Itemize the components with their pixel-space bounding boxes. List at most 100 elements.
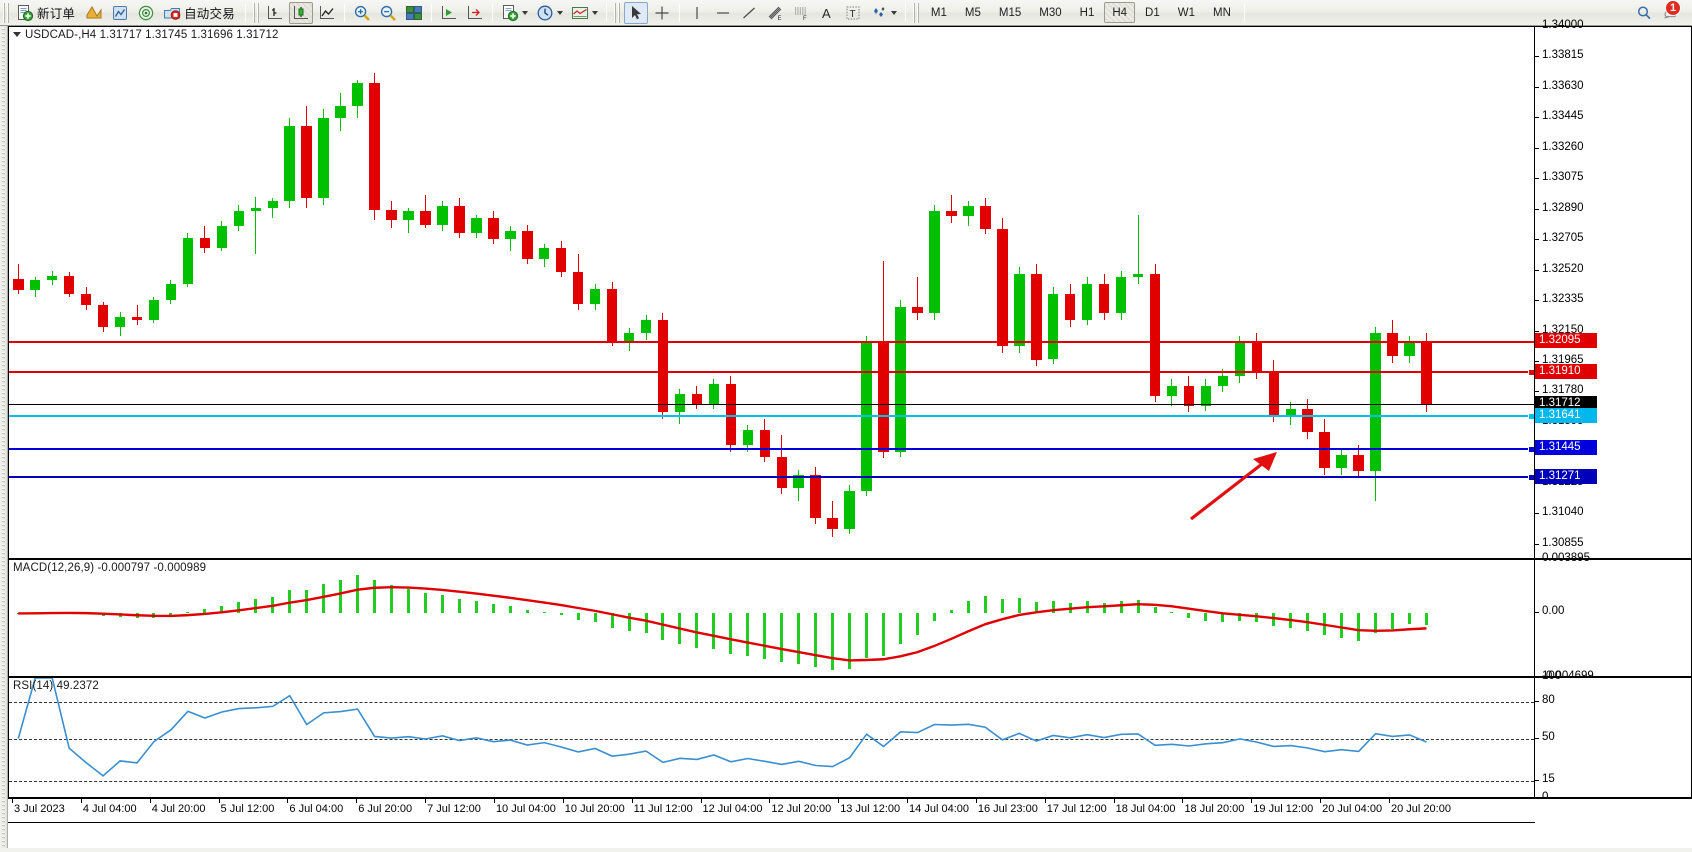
horizontal-line-icon xyxy=(714,4,732,22)
chart-collapse-icon[interactable] xyxy=(13,32,21,38)
level-handle[interactable] xyxy=(1528,369,1534,377)
up-arrow-annotation[interactable] xyxy=(1185,445,1295,525)
chevron-down-icon[interactable] xyxy=(521,10,528,15)
bar-chart-button[interactable] xyxy=(263,2,287,24)
text-label-button[interactable]: T xyxy=(841,2,865,24)
macd-histogram-bar xyxy=(576,613,580,620)
macd-histogram-bar xyxy=(1391,613,1395,629)
macd-histogram-bar xyxy=(644,613,648,633)
auto-scroll-button[interactable] xyxy=(437,2,461,24)
rsi-tick-label: 15 xyxy=(1542,772,1555,785)
level-line-resistance-lower[interactable] xyxy=(9,369,1534,377)
timeframe-d1-button[interactable]: D1 xyxy=(1145,6,1160,19)
templates-list-button[interactable] xyxy=(568,2,601,24)
price-pane[interactable]: USDCAD-,H4 1.31717 1.31745 1.31696 1.317… xyxy=(8,19,1692,559)
chevron-down-icon-3[interactable] xyxy=(591,10,598,15)
toolbar-grip[interactable] xyxy=(3,2,10,23)
toolbar-grip-2[interactable] xyxy=(252,2,260,23)
signals-button[interactable] xyxy=(134,2,158,24)
rsi-pane[interactable]: RSI(14) 49.2372 100 80 50 15 0 xyxy=(8,670,1692,803)
macd-histogram-bar xyxy=(932,613,936,622)
level-line-resistance-upper[interactable] xyxy=(9,340,1534,343)
macd-histogram-bar xyxy=(949,610,953,614)
level-handle[interactable] xyxy=(1528,445,1534,453)
macd-histogram-bar xyxy=(1017,597,1021,614)
price-tick-mark xyxy=(1535,513,1539,515)
candle-body xyxy=(13,278,24,291)
auto-trading-button[interactable]: 自动交易 xyxy=(160,2,240,24)
candle-body xyxy=(165,283,177,301)
text-label-icon: T xyxy=(844,4,862,22)
cursor-button[interactable] xyxy=(623,1,648,24)
chevron-down-icon-4[interactable] xyxy=(890,10,897,15)
candle-body xyxy=(725,384,737,446)
candle-body xyxy=(386,209,397,220)
timeframe-w1-button[interactable]: W1 xyxy=(1177,6,1195,19)
macd-tick-label: 0.00 xyxy=(1542,605,1565,618)
macd-histogram-bar xyxy=(254,599,258,614)
auto-trading-icon xyxy=(163,4,181,22)
candlestick-chart-button[interactable] xyxy=(288,1,313,24)
candle-body xyxy=(1251,343,1263,373)
timeframe-m1-button[interactable]: M1 xyxy=(930,6,947,19)
templates-button[interactable] xyxy=(108,2,132,24)
search-button[interactable] xyxy=(1632,2,1656,24)
zoom-in-button[interactable] xyxy=(350,2,374,24)
level-line-support-upper[interactable] xyxy=(9,445,1534,453)
add-indicator-button[interactable] xyxy=(498,2,531,24)
tile-windows-button[interactable] xyxy=(402,2,426,24)
timeframe-m30-button[interactable]: M30 xyxy=(1039,6,1062,19)
macd-plot-area[interactable] xyxy=(9,560,1534,676)
chart-window-grip[interactable] xyxy=(0,26,8,852)
chart-shift-button[interactable] xyxy=(463,2,487,24)
notifications-button[interactable]: 1 xyxy=(1658,0,1684,24)
objects-button[interactable] xyxy=(867,2,900,24)
line-chart-button[interactable] xyxy=(315,2,339,24)
timeframe-mn-button[interactable]: MN xyxy=(1213,6,1231,19)
time-tick-label: 10 Jul 20:00 xyxy=(564,803,625,815)
candle-body xyxy=(80,293,92,306)
macd-histogram-bar xyxy=(1102,602,1106,614)
rsi-plot-area[interactable] xyxy=(9,678,1534,797)
price-tick-label: 1.32890 xyxy=(1542,201,1584,214)
equidistant-channel-button[interactable]: E xyxy=(763,2,787,24)
candle-body xyxy=(1302,408,1313,432)
macd-pane[interactable]: MACD(12,26,9) -0.000797 -0.000989 0.0038… xyxy=(8,552,1692,682)
new-order-button[interactable]: 新订单 xyxy=(13,2,80,24)
chevron-down-icon-2[interactable] xyxy=(556,10,563,15)
timeframe-m15-button[interactable]: M15 xyxy=(998,6,1022,19)
price-tick-mark xyxy=(1535,391,1539,393)
level-line-cyan-level[interactable] xyxy=(9,413,1534,421)
text-button[interactable]: A xyxy=(815,2,839,24)
level-handle[interactable] xyxy=(1528,413,1534,421)
horizontal-line-button[interactable] xyxy=(711,2,735,24)
macd-histogram-bar xyxy=(780,613,784,663)
price-tick-label: 1.33260 xyxy=(1542,140,1584,153)
level-line-last-price[interactable] xyxy=(9,403,1534,405)
level-handle[interactable] xyxy=(1528,474,1534,482)
time-tick-mark xyxy=(356,799,358,803)
line-chart-icon xyxy=(318,4,336,22)
trendline-button[interactable] xyxy=(737,2,761,24)
crosshair-button[interactable] xyxy=(650,2,674,24)
toolbar-grip-3[interactable] xyxy=(613,2,621,23)
toolbar-grip-4[interactable] xyxy=(912,2,920,23)
price-scale[interactable]: 1.34000 1.33815 1.33630 1.33445 1.33260 1.330… xyxy=(1534,19,1691,558)
time-axis-ticks[interactable]: 3 Jul 2023 4 Jul 04:00 4 Jul 20:00 5 Jul 12… xyxy=(8,799,1535,823)
level-line-support-lower[interactable] xyxy=(9,474,1534,482)
toolbar-separator-7 xyxy=(904,3,906,22)
indicators-button[interactable] xyxy=(82,2,106,24)
vertical-line-button[interactable] xyxy=(685,2,709,24)
macd-histogram-bar xyxy=(1204,613,1208,621)
price-plot-area[interactable] xyxy=(9,27,1534,558)
period-button[interactable] xyxy=(533,2,566,24)
timeframe-h1-button[interactable]: H1 xyxy=(1079,6,1095,19)
timeframe-h4-button[interactable]: H4 xyxy=(1104,2,1136,23)
price-tick-label: 1.33815 xyxy=(1542,49,1584,62)
macd-histogram-bar xyxy=(1034,602,1038,614)
macd-histogram-bar xyxy=(763,613,767,659)
fibonacci-button[interactable]: F xyxy=(789,2,813,24)
timeframe-m5-button[interactable]: M5 xyxy=(964,6,981,19)
zoom-out-button[interactable] xyxy=(376,2,400,24)
time-tick-mark xyxy=(631,799,633,803)
